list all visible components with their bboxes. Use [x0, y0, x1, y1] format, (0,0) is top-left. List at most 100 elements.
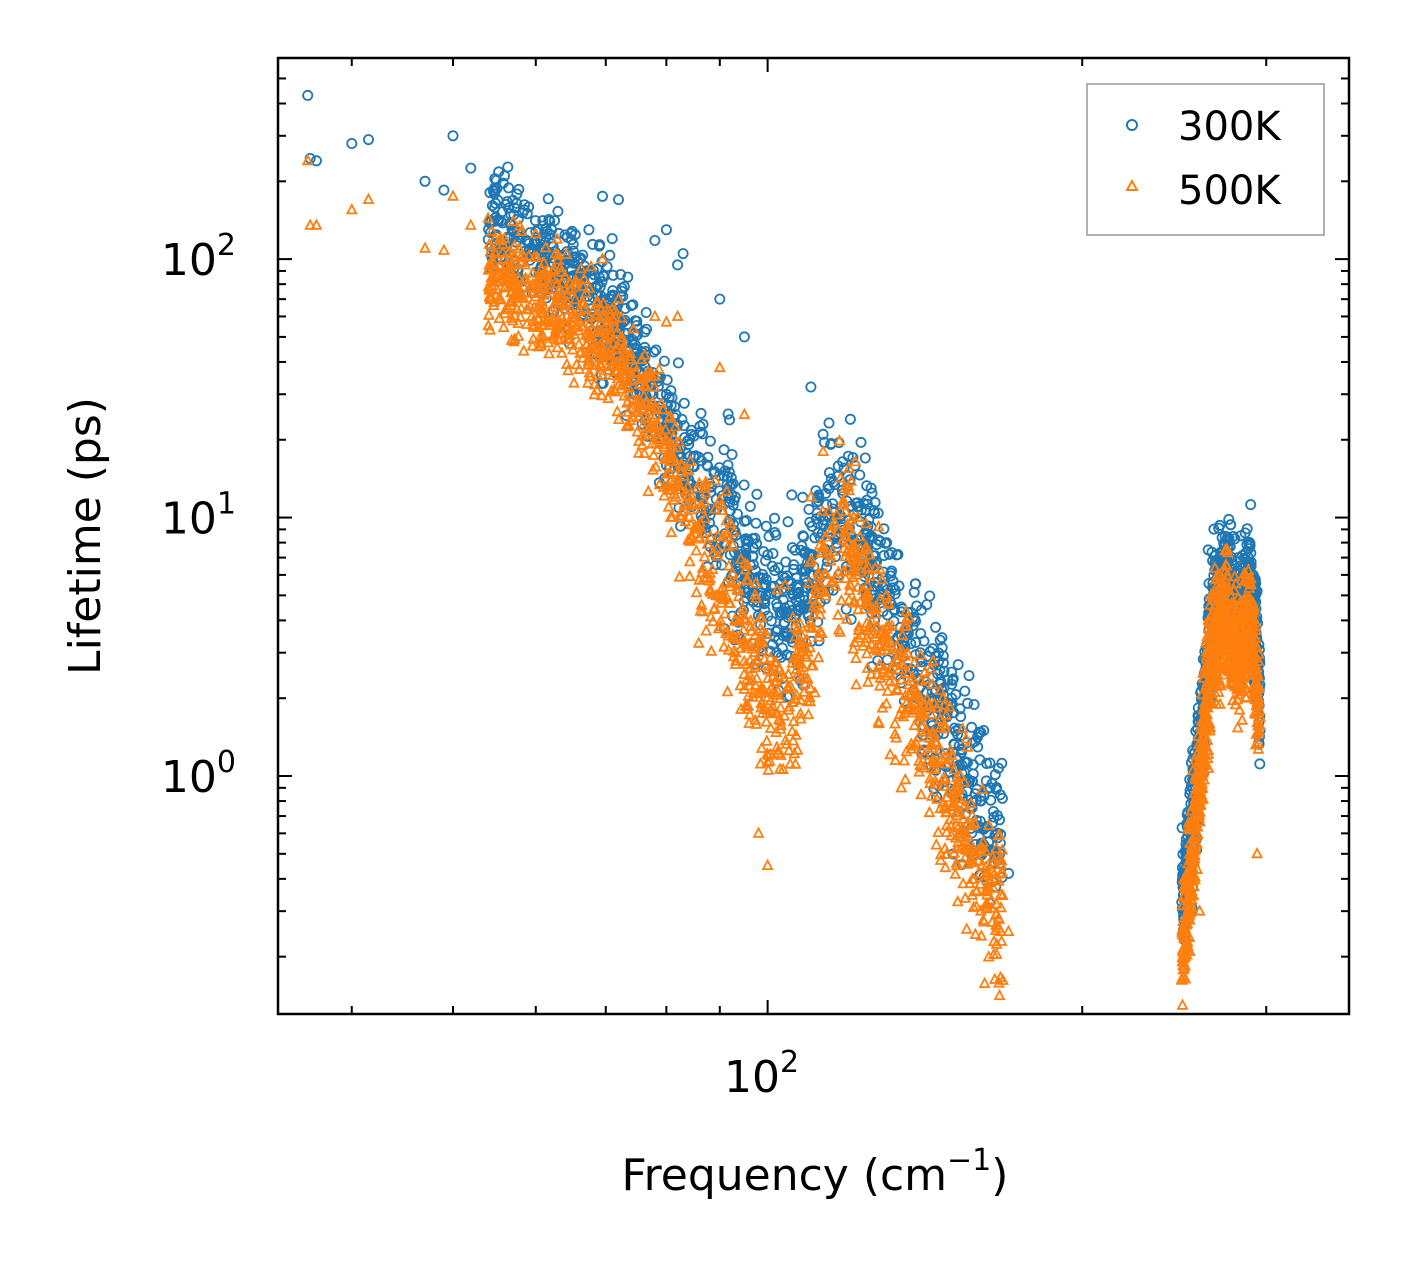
series-1-point: [569, 292, 582, 305]
series-1-point: [926, 725, 939, 737]
series-1-point: [543, 346, 555, 359]
series-0-point: [803, 503, 815, 515]
series-1-point: [791, 622, 803, 634]
series-1-point: [1251, 695, 1264, 707]
series-1-point: [644, 420, 657, 432]
series-0-point: [784, 600, 796, 612]
series-1-point: [838, 541, 851, 554]
ticks-layer: [278, 57, 1349, 1014]
series-0-point: [875, 535, 887, 547]
series-1-point: [499, 280, 512, 292]
series-1-point: [832, 623, 845, 635]
series-1-point: [566, 343, 579, 355]
series-1-point: [843, 461, 855, 474]
series-1-point: [632, 434, 645, 446]
series-1-point: [1214, 629, 1226, 642]
series-1-point: [1252, 647, 1265, 659]
series-1-point: [549, 246, 562, 259]
series-1-point: [1216, 648, 1228, 660]
series-1-point: [824, 526, 837, 538]
series-1-point: [743, 678, 756, 691]
series-1-point: [804, 681, 817, 693]
series-0-point: [854, 469, 866, 481]
series-0-point: [678, 397, 690, 409]
series-0-point: [1241, 523, 1253, 535]
series-1-point: [644, 366, 657, 378]
series-1-point: [538, 256, 550, 268]
series-1-point: [624, 373, 637, 386]
series-1-point: [345, 202, 358, 215]
series-1-point: [937, 779, 950, 791]
series-0-point: [722, 408, 734, 420]
series-0-point: [493, 166, 505, 178]
series-1-point: [647, 463, 659, 475]
series-0-point: [796, 540, 808, 552]
series-1-point: [860, 516, 873, 529]
series-0-point: [594, 239, 606, 251]
series-0-point: [1229, 533, 1241, 545]
series-1-point: [564, 283, 577, 295]
series-1-point: [714, 614, 727, 626]
series-1-point: [498, 266, 511, 278]
series-1-point: [704, 585, 717, 597]
series-1-point: [1184, 864, 1197, 877]
series-1-point: [1237, 637, 1250, 649]
series-1-point: [621, 396, 634, 408]
series-1-point: [722, 559, 735, 571]
series-1-point: [691, 481, 704, 493]
series-1-point: [909, 682, 922, 695]
series-1-point: [801, 672, 814, 684]
series-0-point: [672, 259, 684, 271]
series-1-point: [805, 659, 818, 671]
series-1-point: [649, 436, 662, 449]
series-0-point: [887, 582, 899, 594]
series-1-point: [1233, 703, 1246, 715]
series-1-point: [519, 271, 532, 283]
series-1-point: [1197, 739, 1210, 751]
series-1-point: [1236, 713, 1249, 725]
series-1-point: [950, 818, 963, 830]
series-1-point: [913, 713, 926, 726]
series-1-point: [843, 483, 856, 496]
series-1-point: [934, 683, 947, 695]
series-1-point: [1200, 652, 1213, 664]
series-1-point: [552, 248, 565, 260]
series-1-point: [847, 596, 860, 608]
series-1-point: [771, 684, 784, 696]
series-1-point: [850, 678, 863, 690]
series-1-point: [1186, 763, 1199, 776]
series-0-point: [629, 328, 641, 340]
series-1-point: [1209, 600, 1222, 612]
series-1-point: [766, 686, 779, 698]
series-1-point: [786, 695, 799, 707]
series-1-point: [732, 589, 745, 602]
series-1-point: [1187, 815, 1199, 828]
series-1-point: [795, 672, 807, 684]
series-1-point: [304, 218, 317, 230]
series-1-point: [1251, 846, 1264, 859]
series-1-point: [301, 153, 314, 166]
series-1-point: [866, 627, 879, 639]
series-1-point: [833, 434, 846, 446]
series-1-point: [674, 508, 687, 521]
series-1-point: [951, 808, 964, 821]
series-1-point: [1193, 764, 1206, 777]
series-1-point: [854, 595, 867, 607]
series-1-point: [1203, 724, 1216, 736]
series-1-point: [1221, 545, 1234, 558]
series-1-point: [654, 431, 667, 444]
series-1-point: [778, 709, 791, 721]
series-1-point: [969, 927, 982, 939]
series-1-point: [720, 526, 733, 538]
series-1-point: [934, 853, 947, 865]
series-1-point: [1217, 668, 1230, 680]
series-1-point: [863, 548, 876, 560]
series-1-point: [636, 401, 649, 413]
series-1-point: [645, 369, 658, 382]
series-1-point: [949, 867, 962, 879]
series-1-point: [686, 490, 699, 502]
series-1-point: [684, 454, 697, 466]
series-1-point: [513, 241, 526, 254]
series-1-point: [939, 860, 952, 873]
